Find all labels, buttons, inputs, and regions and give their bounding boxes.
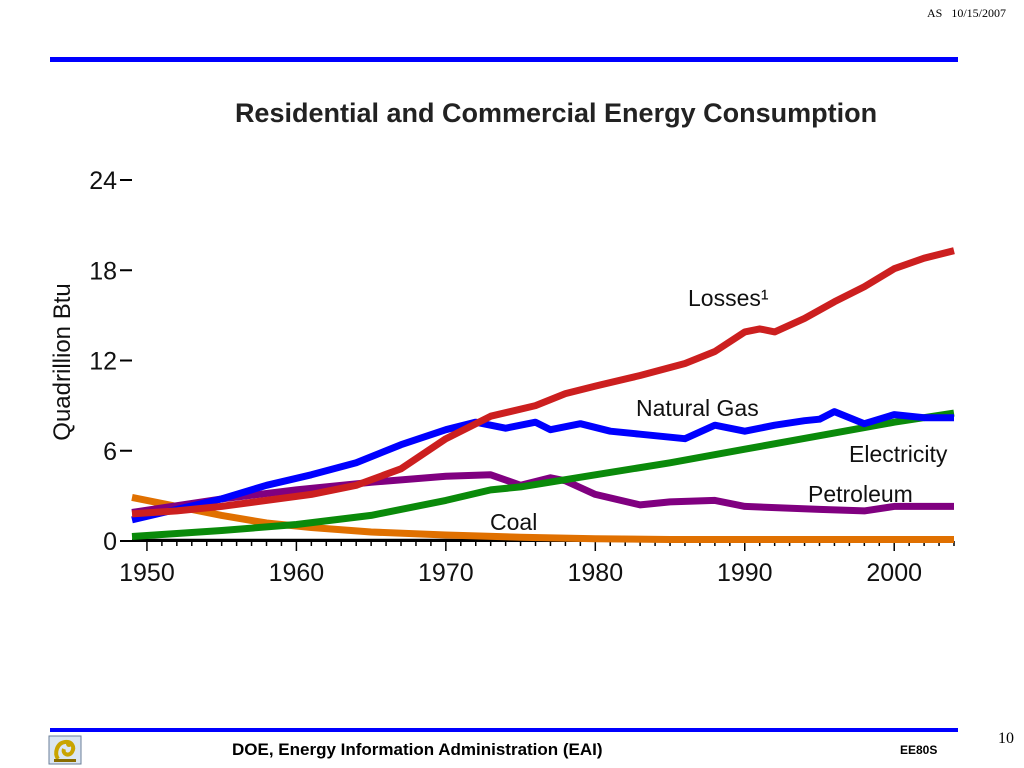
y-tick-label: 6: [103, 438, 117, 466]
series-line-natural-gas: [131, 408, 954, 524]
series-line-coal: [131, 493, 954, 543]
x-tick-label: 1960: [269, 559, 325, 587]
x-tick-label: 1950: [119, 559, 175, 587]
slide-number: 10: [998, 730, 1014, 747]
y-tick-label: 24: [89, 167, 117, 195]
series-label-electricity: Electricity: [849, 441, 948, 467]
series-layer: [131, 247, 955, 543]
footer-code: EE80S: [900, 743, 938, 757]
y-tick-label: 18: [89, 257, 117, 285]
series-label-natural-gas: Natural Gas: [636, 395, 759, 421]
series-label-petroleum: Petroleum: [808, 481, 913, 507]
series-label-coal: Coal: [490, 509, 537, 535]
y-tick-label: 0: [103, 528, 117, 556]
x-tick-label: 1980: [567, 559, 623, 587]
series-labels: Losses¹ Natural Gas Electricity Petroleum Co…: [490, 285, 948, 535]
footer-source: DOE, Energy Information Administration (…: [232, 740, 603, 759]
energy-consumption-chart: Residential and Commercial Energy Consum…: [49, 98, 955, 587]
header-stamp: AS 10/15/2007: [927, 6, 1006, 21]
bottom-rule: [50, 728, 958, 732]
series-label-losses: Losses¹: [688, 285, 769, 311]
x-tick-label: 2000: [866, 559, 922, 587]
series-line-losses: [131, 247, 955, 518]
x-tick-label: 1990: [717, 559, 773, 587]
author-initials: AS: [926, 6, 943, 20]
doe-logo-icon: [48, 735, 82, 765]
chart-title: Residential and Commercial Energy Consum…: [235, 98, 877, 128]
x-tick-label: 1970: [418, 559, 474, 587]
y-axis-label: Quadrillion Btu: [49, 283, 76, 440]
top-rule: [50, 57, 958, 62]
y-tick-label: 12: [89, 348, 117, 376]
series-line-electricity: [131, 409, 955, 540]
header-date: 10/15/2007: [951, 6, 1006, 20]
